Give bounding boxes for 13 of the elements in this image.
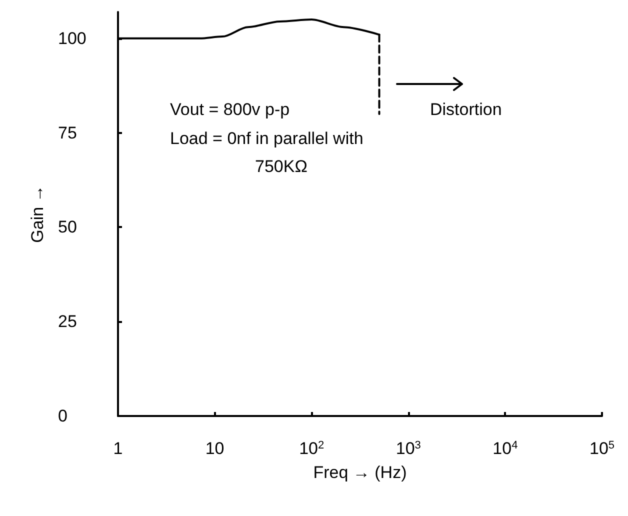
x-axis-title: Freq → (Hz) — [313, 463, 407, 482]
y-axis-title: Gain → — [28, 185, 47, 243]
x-tick-label: 10 — [205, 439, 224, 458]
y-tick-label: 75 — [58, 123, 77, 142]
x-tick-label: 1 — [113, 439, 123, 458]
y-tick-label: 0 — [58, 406, 68, 426]
annotation: Load = 0nf in parallel with — [170, 129, 364, 149]
annotation: Distortion — [430, 100, 502, 120]
annotation: Vout = 800v p-p — [170, 100, 290, 120]
y-tick-label: 100 — [58, 28, 86, 48]
annotation: 750KΩ — [255, 157, 308, 177]
y-tick-label: 25 — [58, 312, 77, 332]
y-tick-label: 50 — [58, 218, 77, 237]
